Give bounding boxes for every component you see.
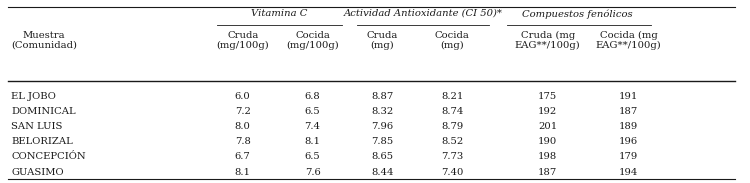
Text: EL JOBO: EL JOBO bbox=[11, 92, 56, 100]
Text: 6.5: 6.5 bbox=[304, 107, 320, 116]
Text: 187: 187 bbox=[619, 107, 638, 116]
Text: 7.40: 7.40 bbox=[441, 168, 464, 177]
Text: Cocida
(mg/100g): Cocida (mg/100g) bbox=[286, 31, 339, 50]
Text: 8.21: 8.21 bbox=[441, 92, 464, 100]
Text: 7.96: 7.96 bbox=[371, 122, 394, 131]
Text: 8.1: 8.1 bbox=[304, 137, 320, 146]
Text: Vitamina C: Vitamina C bbox=[251, 9, 308, 18]
Text: 8.74: 8.74 bbox=[441, 107, 464, 116]
Text: 179: 179 bbox=[619, 152, 638, 161]
Text: 6.7: 6.7 bbox=[235, 152, 250, 161]
Text: 7.4: 7.4 bbox=[304, 122, 320, 131]
Text: CONCEPCIÓN: CONCEPCIÓN bbox=[11, 152, 86, 161]
Text: 198: 198 bbox=[538, 152, 557, 161]
Text: 8.1: 8.1 bbox=[235, 168, 250, 177]
Text: 196: 196 bbox=[619, 137, 638, 146]
Text: 175: 175 bbox=[538, 92, 557, 100]
Text: 6.5: 6.5 bbox=[304, 152, 320, 161]
Text: 7.8: 7.8 bbox=[235, 137, 250, 146]
Text: GUASIMO: GUASIMO bbox=[11, 168, 64, 177]
Text: 8.87: 8.87 bbox=[371, 92, 394, 100]
Text: Cocida (mg
EAG**/100g): Cocida (mg EAG**/100g) bbox=[596, 31, 662, 50]
Text: 190: 190 bbox=[538, 137, 557, 146]
Text: 6.0: 6.0 bbox=[235, 92, 250, 100]
Text: Cruda (mg
EAG**/100g): Cruda (mg EAG**/100g) bbox=[514, 31, 580, 50]
Text: 8.79: 8.79 bbox=[441, 122, 464, 131]
Text: 6.8: 6.8 bbox=[304, 92, 320, 100]
Text: 8.65: 8.65 bbox=[371, 152, 394, 161]
Text: BELORIZAL: BELORIZAL bbox=[11, 137, 73, 146]
Text: 7.85: 7.85 bbox=[371, 137, 394, 146]
Text: 189: 189 bbox=[619, 122, 638, 131]
Text: 8.0: 8.0 bbox=[235, 122, 250, 131]
Text: 201: 201 bbox=[538, 122, 557, 131]
Text: Compuestos fenólicos: Compuestos fenólicos bbox=[522, 9, 632, 18]
Text: 7.6: 7.6 bbox=[304, 168, 320, 177]
Text: Cruda
(mg): Cruda (mg) bbox=[367, 31, 398, 50]
Text: DOMINICAL: DOMINICAL bbox=[11, 107, 76, 116]
Text: SAN LUIS: SAN LUIS bbox=[11, 122, 62, 131]
Text: 194: 194 bbox=[619, 168, 638, 177]
Text: 8.44: 8.44 bbox=[371, 168, 394, 177]
Text: 191: 191 bbox=[619, 92, 638, 100]
Text: 7.2: 7.2 bbox=[235, 107, 250, 116]
Text: Cruda
(mg/100g): Cruda (mg/100g) bbox=[216, 31, 269, 50]
Text: Cocida
(mg): Cocida (mg) bbox=[435, 31, 470, 50]
Text: Muestra
(Comunidad): Muestra (Comunidad) bbox=[11, 31, 77, 50]
Text: 187: 187 bbox=[538, 168, 557, 177]
Text: 8.32: 8.32 bbox=[371, 107, 394, 116]
Text: Actividad Antioxidante (CI 50)*: Actividad Antioxidante (CI 50)* bbox=[344, 9, 502, 18]
Text: 7.73: 7.73 bbox=[441, 152, 464, 161]
Text: 8.52: 8.52 bbox=[441, 137, 464, 146]
Text: 192: 192 bbox=[538, 107, 557, 116]
